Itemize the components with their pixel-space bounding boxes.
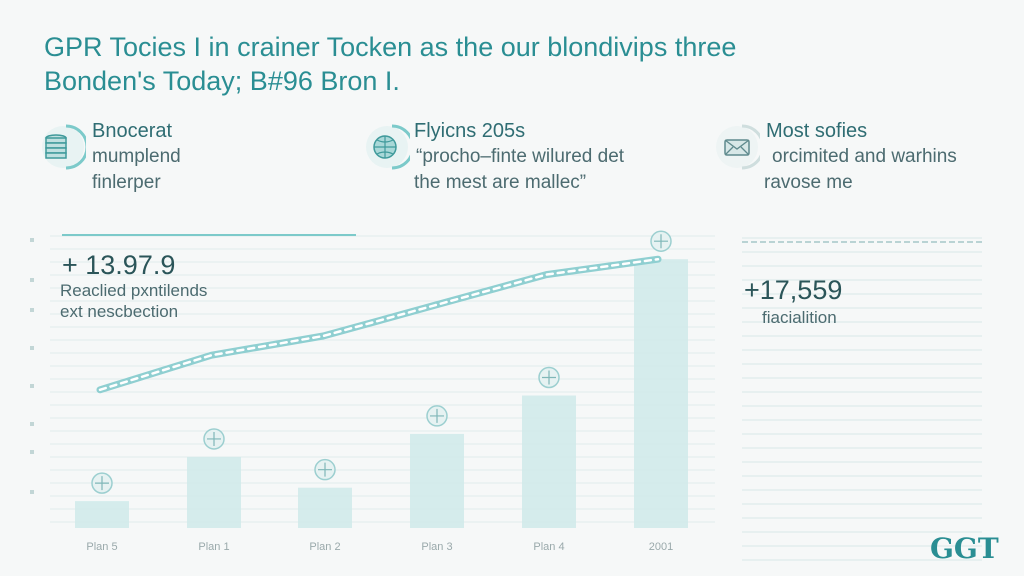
coin-stack-icon xyxy=(40,124,89,170)
feature-line-1: mumplend xyxy=(92,146,181,167)
y-tick-mark xyxy=(30,238,34,242)
x-axis-label: Plan 2 xyxy=(309,541,340,553)
chart-markers xyxy=(91,230,672,494)
y-tick-mark xyxy=(30,346,34,350)
headline: GPR Tocies I in crainer Tocken as the ou… xyxy=(44,30,736,98)
feature-title: Flyicns 205s xyxy=(414,120,526,142)
brand-logo: GGT xyxy=(930,532,999,565)
x-axis-labels: Plan 5 Plan 1 Plan 2 Plan 3 Plan 4 2001 xyxy=(86,541,673,553)
marker-cross xyxy=(318,462,332,477)
bar-marker-icon xyxy=(91,472,113,494)
bar-marker-icon xyxy=(650,230,672,252)
bar-1 xyxy=(75,501,129,528)
feature-line-1: orcimited and warhins xyxy=(772,146,957,167)
chart-bars xyxy=(75,259,688,528)
feature-line-2: ravose me xyxy=(764,172,853,193)
feature-line-2: finlerper xyxy=(92,172,161,193)
bar-marker-icon xyxy=(203,428,225,450)
bar-marker-icon xyxy=(538,366,560,389)
feature-coin-stack: Bnocerat mumplend finlerper xyxy=(40,116,260,196)
feature-line-1: “procho–finte wilured det xyxy=(416,146,625,167)
kpi-right-line-1: fiacialition xyxy=(762,308,837,327)
chart-line xyxy=(96,255,662,394)
x-axis-label: 2001 xyxy=(649,541,673,553)
y-tick-mark xyxy=(30,384,34,388)
y-tick-mark xyxy=(30,450,34,454)
x-axis-label: Plan 5 xyxy=(86,541,117,553)
x-axis-label: Plan 4 xyxy=(533,541,564,553)
marker-cross xyxy=(207,431,221,446)
envelope-icon xyxy=(714,124,765,170)
marker-cross xyxy=(542,370,556,385)
kpi-right-value: +17,559 xyxy=(744,275,843,305)
bar-5 xyxy=(522,395,576,528)
bar-marker-icon xyxy=(426,405,448,427)
kpi-left-line-2: ext nescbection xyxy=(60,302,179,321)
kpi-left-value: + 13.97.9 xyxy=(62,250,176,280)
bar-4 xyxy=(410,433,464,528)
headline-line-1: GPR Tocies I in crainer Tocken as the ou… xyxy=(44,32,737,62)
globe-icon xyxy=(364,124,415,170)
marker-cross xyxy=(430,408,444,423)
x-axis-label: Plan 3 xyxy=(421,541,452,553)
marker-cross xyxy=(654,234,668,249)
bar-6 xyxy=(634,259,688,528)
x-axis-label: Plan 1 xyxy=(198,541,229,553)
y-tick-mark xyxy=(30,278,34,282)
kpi-left-line-1: Reaclied pxntilends xyxy=(60,281,208,300)
chart-gridlines xyxy=(30,235,715,523)
marker-cross xyxy=(95,476,109,491)
bar-2 xyxy=(187,456,241,528)
bar-3 xyxy=(298,487,352,528)
trend-line xyxy=(96,255,662,394)
bar-marker-icon xyxy=(314,458,336,481)
trend-line-chain xyxy=(98,257,660,392)
y-tick-mark xyxy=(30,490,34,494)
y-tick-mark xyxy=(30,308,34,312)
right-panel-lines xyxy=(742,237,982,561)
feature-title: Bnocerat xyxy=(92,120,173,142)
feature-envelope: Most sofies orcimited and warhins ravose… xyxy=(714,116,1014,196)
feature-globe: Flyicns 205s “procho–finte wilured det t… xyxy=(364,116,684,196)
bar-line-chart: Plan 5 Plan 1 Plan 2 Plan 3 Plan 4 2001 xyxy=(30,230,982,561)
feature-line-2: the mest are mallec” xyxy=(414,172,587,193)
headline-line-2: Bonden's Today; B#96 Bron I. xyxy=(44,66,400,96)
y-tick-mark xyxy=(30,422,34,426)
feature-title: Most sofies xyxy=(766,120,868,142)
